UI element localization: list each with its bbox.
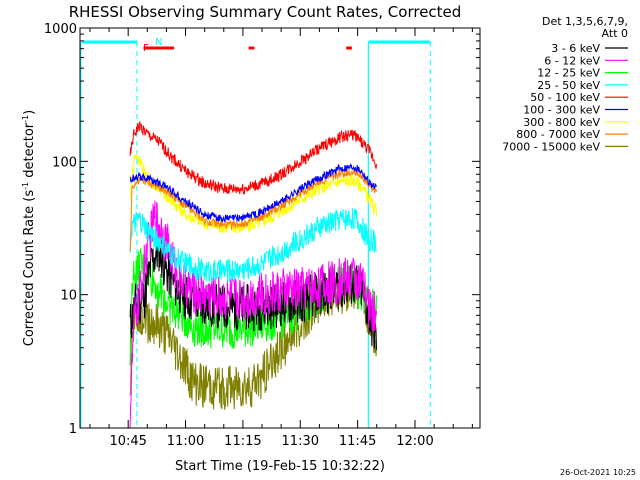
series-line [129, 163, 377, 223]
y-tick-label: 1000 [44, 22, 77, 37]
legend-entry-label: 3 - 6 keV [551, 42, 600, 55]
legend-entry-label: 800 - 7000 keV [516, 128, 600, 141]
legend-entry-label: 7000 - 15000 keV [502, 140, 600, 153]
y-axis-label: Corrected Count Rate (s-1 detector-1) [21, 110, 37, 346]
flare-label: F [143, 43, 149, 54]
y-tick-label: 100 [52, 155, 77, 170]
series-line [129, 208, 377, 284]
series-group [129, 121, 377, 429]
x-tick-label: 11:00 [167, 434, 204, 449]
vertical-markers-group [80, 42, 431, 428]
x-tick-label: 11:45 [339, 434, 376, 449]
plot-frame [79, 27, 481, 429]
x-axis-label: Start Time (19-Feb-15 10:32:22) [175, 459, 385, 474]
legend-entry-label: 12 - 25 keV [537, 67, 600, 80]
y-tick-label: 10 [60, 289, 77, 304]
x-tick-label: 11:15 [224, 434, 261, 449]
y-tick-label: 1 [69, 422, 77, 437]
legend-entry-label: 6 - 12 keV [544, 54, 600, 67]
axes-group: 10:45 11:00 11:15 11:30 11:45 12:00 1 10 100 1000 [44, 22, 480, 449]
x-tick-label: 10:45 [109, 434, 146, 449]
series-line [129, 200, 377, 429]
legend-entry-label: 100 - 300 keV [523, 104, 600, 117]
legend-header: Det 1,3,5,6,7,9, [542, 15, 628, 28]
series-line [129, 121, 377, 195]
x-tick-label: 12:00 [396, 434, 433, 449]
night-label: N [155, 37, 162, 48]
x-tick-label: 11:30 [282, 434, 319, 449]
timestamp: 26-Oct-2021 10:25 [560, 468, 636, 477]
legend-entry-label: 300 - 800 keV [523, 116, 600, 129]
legend-entry-label: 25 - 50 keV [537, 79, 600, 92]
legend-entry-label: 50 - 100 keV [530, 91, 600, 104]
legend-header: Att 0 [602, 27, 628, 40]
series-line [129, 153, 377, 234]
chart-title: RHESSI Observing Summary Count Rates, Co… [69, 3, 462, 21]
